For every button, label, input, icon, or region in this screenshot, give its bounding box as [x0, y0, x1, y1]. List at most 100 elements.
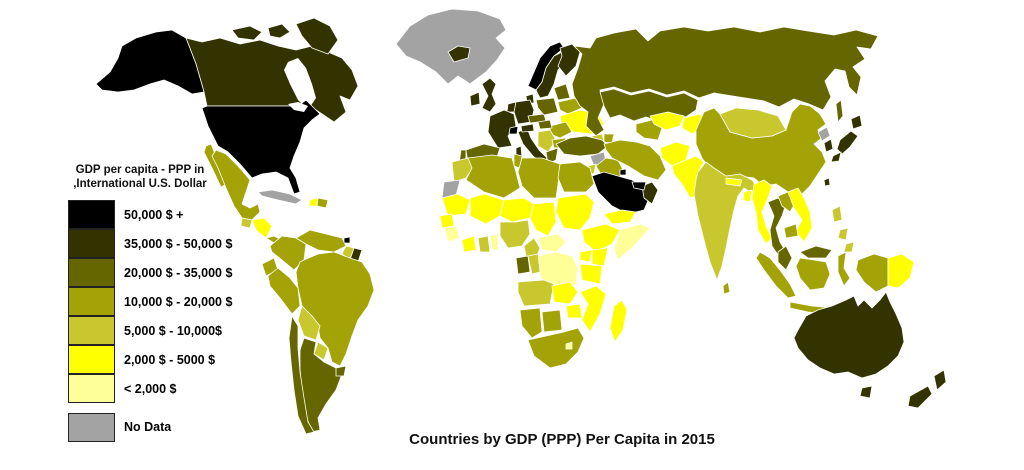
- region-kenya: [591, 247, 609, 267]
- legend-label-35000-50000: 35,000 $ - 50,000 $: [124, 237, 233, 252]
- region-poland: [535, 97, 559, 116]
- region-belarus: [557, 97, 583, 115]
- region-south-korea: [823, 138, 834, 153]
- legend-row-under-2000: < 2,000 $: [68, 374, 290, 404]
- region-zambia: [551, 281, 579, 305]
- region-togo-benin: [489, 233, 499, 251]
- region-canada-island-parry: [267, 23, 291, 39]
- region-nigeria: [499, 219, 531, 249]
- region-malaysia-borneo: [799, 245, 833, 259]
- legend-swatch-20000-35000: [68, 258, 115, 288]
- region-mongolia: [719, 107, 787, 139]
- region-japan-hokkaido: [850, 114, 863, 130]
- region-taiwan: [823, 177, 831, 187]
- region-trinidad: [343, 236, 351, 244]
- region-alaska: [95, 29, 205, 95]
- region-brazil: [295, 251, 375, 367]
- legend-swatch-no-data: [68, 412, 115, 442]
- region-bolivia: [297, 305, 321, 341]
- region-angola: [517, 279, 555, 307]
- region-australia-tasmania: [859, 385, 873, 399]
- legend-swatch-50000-plus: [68, 200, 115, 230]
- legend-label-2000-5000: 2,000 $ - 5000 $: [124, 353, 216, 368]
- region-saudi-arabia: [591, 171, 651, 215]
- region-finland: [557, 43, 581, 77]
- legend-swatch-5000-10000: [68, 316, 115, 346]
- region-hungary: [537, 119, 553, 130]
- region-algeria: [465, 154, 521, 199]
- region-senegal: [439, 213, 455, 229]
- region-united-kingdom: [481, 77, 497, 113]
- legend-label-under-2000: < 2,000 $: [124, 382, 177, 397]
- region-guatemala: [240, 217, 253, 229]
- region-uganda: [579, 249, 593, 263]
- region-haiti: [308, 197, 319, 207]
- region-switzerland: [508, 125, 519, 135]
- region-iran: [603, 139, 667, 181]
- region-russia-sakhalin: [835, 99, 844, 123]
- region-vietnam: [787, 187, 813, 243]
- region-australia: [793, 291, 905, 379]
- region-philippines-visayas: [837, 227, 849, 241]
- region-yemen: [603, 209, 637, 225]
- legend-rows: 50,000 $ + 35,000 $ - 50,000 $ 20,000 $ …: [68, 200, 290, 442]
- region-paraguay: [313, 341, 329, 361]
- region-cameroon: [523, 237, 541, 259]
- region-ethiopia: [581, 223, 621, 253]
- region-iceland: [447, 45, 471, 63]
- region-indonesia-sulawesi: [837, 251, 851, 287]
- region-uruguay: [335, 365, 347, 377]
- great-lakes: [288, 102, 308, 112]
- region-myanmar: [751, 179, 773, 245]
- region-indonesia-sumatra: [755, 251, 797, 299]
- legend-title-line2: ,International U.S. Dollar: [73, 178, 207, 191]
- region-egypt: [557, 161, 595, 193]
- region-philippines-luzon: [831, 205, 843, 223]
- region-ivory-coast: [461, 235, 477, 253]
- region-usa: [201, 99, 321, 195]
- region-central-african-republic: [537, 233, 567, 253]
- region-indonesia-kalimantan: [795, 257, 831, 291]
- region-kuwait: [619, 168, 627, 176]
- region-honduras-nicaragua: [251, 217, 273, 239]
- region-chile: [288, 315, 315, 435]
- legend-row-50000-plus: 50,000 $ +: [68, 200, 290, 230]
- legend-row-20000-35000: 20,000 $ - 35,000 $: [68, 258, 290, 288]
- region-canada-island-victoria: [231, 25, 263, 41]
- region-canada-island-baffin: [295, 17, 339, 55]
- region-mali: [469, 193, 505, 225]
- region-tanzania: [579, 263, 603, 285]
- region-chad: [529, 201, 557, 237]
- region-japan-honshu: [836, 130, 859, 155]
- region-sudan: [555, 193, 595, 231]
- region-oman: [641, 181, 659, 205]
- map-title: Countries by GDP (PPP) Per Capita in 201…: [409, 431, 715, 448]
- region-botswana: [541, 309, 563, 333]
- region-lesotho-swaziland: [565, 341, 573, 350]
- region-namibia: [519, 307, 543, 339]
- legend-row-10000-20000: 10,000 $ - 20,000 $: [68, 287, 290, 317]
- legend-label-10000-20000: 10,000 $ - 20,000 $: [124, 295, 233, 310]
- region-north-korea: [817, 126, 831, 142]
- legend-label-50000-plus: 50,000 $ +: [124, 208, 184, 223]
- region-ireland: [469, 91, 481, 107]
- region-mozambique: [579, 285, 607, 333]
- legend-row-35000-50000: 35,000 $ - 50,000 $: [68, 229, 290, 259]
- region-mexico: [211, 149, 261, 221]
- legend: GDP per capita - PPP in ,International U…: [60, 163, 290, 442]
- region-dominican-republic: [316, 197, 329, 209]
- region-peru: [267, 267, 301, 315]
- region-guinea: [443, 225, 461, 243]
- region-gabon: [515, 255, 531, 275]
- legend-title: GDP per capita - PPP in ,International U…: [60, 163, 220, 192]
- region-new-zealand-north: [933, 369, 947, 391]
- legend-label-no-data: No Data: [124, 420, 172, 435]
- region-baltics: [553, 83, 571, 101]
- region-indonesia-papua: [855, 253, 889, 293]
- region-cambodia: [783, 223, 799, 239]
- region-sri-lanka: [722, 281, 731, 295]
- legend-label-20000-35000: 20,000 $ - 35,000 $: [124, 266, 233, 281]
- legend-label-5000-10000: 5,000 $ - 10,000$: [124, 324, 222, 339]
